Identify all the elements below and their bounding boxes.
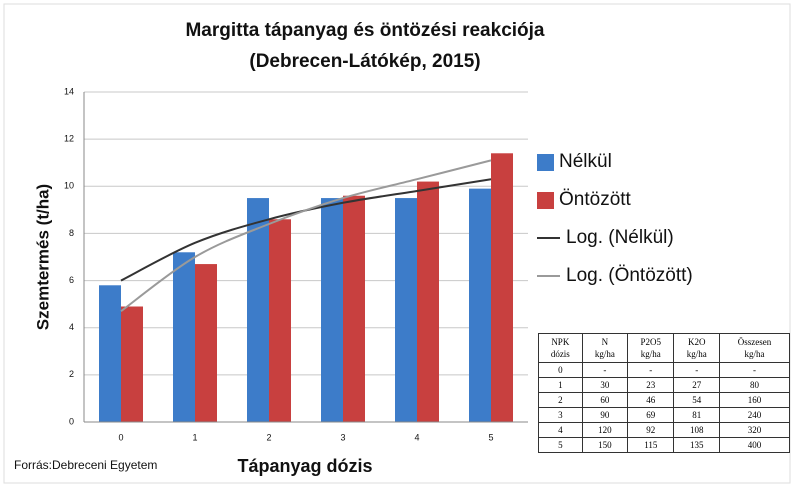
table-cell: 108 — [673, 422, 720, 438]
table-row: 3 90 69 81 240 — [538, 407, 791, 423]
header-text: dózis — [550, 349, 570, 359]
table-cell: - — [718, 362, 791, 378]
header-text: NPK — [551, 337, 570, 347]
header-text: kg/ha — [744, 349, 765, 359]
bar — [195, 264, 217, 422]
table-header-cell: K2O kg/ha — [673, 333, 720, 363]
legend-label: Nélkül — [559, 151, 612, 172]
y-tick-label: 14 — [64, 86, 74, 96]
x-axis-label: Tápanyag dózis — [237, 456, 372, 476]
table-cell: 320 — [718, 422, 791, 438]
table-cell: 60 — [581, 392, 629, 408]
bar — [417, 181, 439, 422]
y-tick-label: 0 — [69, 416, 74, 426]
bar — [469, 188, 491, 422]
legend-label: Log. (Öntözött) — [566, 265, 693, 286]
table-cell: 4 — [538, 422, 583, 438]
legend-label: Log. (Nélkül) — [566, 227, 674, 248]
table-cell: 69 — [627, 407, 675, 423]
table-cell: 23 — [627, 377, 675, 393]
y-tick-label: 10 — [64, 181, 74, 191]
legend-swatch — [537, 192, 554, 209]
table-cell: 150 — [581, 437, 629, 453]
table-cell: 30 — [581, 377, 629, 393]
table-cell: - — [673, 362, 720, 378]
bar — [173, 252, 195, 422]
y-tick-label: 8 — [69, 228, 74, 238]
x-tick-label: 4 — [414, 432, 419, 442]
table-row: 1 30 23 27 80 — [538, 377, 791, 393]
header-text: kg/ha — [594, 349, 615, 359]
bar — [269, 219, 291, 422]
header-text: kg/ha — [686, 349, 707, 359]
header-text: Összesen — [737, 337, 772, 347]
table-row: 0---- — [538, 362, 791, 378]
x-tick-label: 2 — [266, 432, 271, 442]
table-cell: - — [581, 362, 629, 378]
header-text: N — [601, 337, 609, 347]
bar — [343, 195, 365, 422]
chart-subtitle: (Debrecen-Látókép, 2015) — [249, 51, 480, 72]
table-header-cell: NPK dózis — [538, 333, 583, 363]
table-cell: 2 — [538, 392, 583, 408]
table-header-cell: Összesen kg/ha — [718, 333, 791, 363]
chart-title: Margitta tápanyag és öntözési reakciója — [185, 20, 544, 41]
x-tick-label: 0 — [118, 432, 123, 442]
table-cell: 0 — [538, 362, 583, 378]
table-cell: 46 — [627, 392, 675, 408]
bar — [121, 306, 143, 422]
table-cell: 92 — [627, 422, 675, 438]
bar — [395, 198, 417, 422]
table-cell: 160 — [718, 392, 791, 408]
table-cell: - — [627, 362, 675, 378]
y-tick-label: 12 — [64, 134, 74, 144]
legend-swatch — [537, 154, 554, 171]
y-tick-label: 4 — [69, 322, 74, 332]
trend-line — [120, 159, 492, 313]
y-axis-label: Szemtermés (t/ha) — [33, 184, 52, 330]
table-cell: 135 — [673, 437, 720, 453]
table-cell: 90 — [581, 407, 629, 423]
table-cell: 1 — [538, 377, 583, 393]
x-tick-label: 5 — [488, 432, 493, 442]
table-cell: 27 — [673, 377, 720, 393]
source: Forrás:Debreceni Egyetem — [14, 458, 157, 472]
table-cell: 5 — [538, 437, 583, 453]
header-text: P2O5 — [640, 337, 662, 347]
bar — [99, 285, 121, 422]
table-row: 4 120 92 108 320 — [538, 422, 791, 438]
x-tick-label: 1 — [192, 432, 197, 442]
bar — [247, 198, 269, 422]
y-tick-label: 2 — [69, 369, 74, 379]
table-cell: 3 — [538, 407, 583, 423]
bar — [491, 153, 513, 423]
table-row: 2 60 46 54 160 — [538, 392, 791, 408]
table-header-cell: P2O5 kg/ha — [627, 333, 675, 363]
table-cell: 80 — [718, 377, 791, 393]
legend-label: Öntözött — [559, 189, 632, 210]
bar — [321, 198, 343, 422]
table-cell: 120 — [581, 422, 629, 438]
table-row: 5 150 115 135 400 — [538, 437, 791, 453]
table-cell: 400 — [718, 437, 791, 453]
x-tick-label: 3 — [340, 432, 345, 442]
table-cell: 240 — [718, 407, 791, 423]
table-cell: 54 — [673, 392, 720, 408]
header-text: kg/ha — [640, 349, 661, 359]
table-cell: 81 — [673, 407, 720, 423]
y-tick-label: 6 — [69, 275, 74, 285]
table-cell: 115 — [627, 437, 675, 453]
header-text: K2O — [687, 337, 706, 347]
